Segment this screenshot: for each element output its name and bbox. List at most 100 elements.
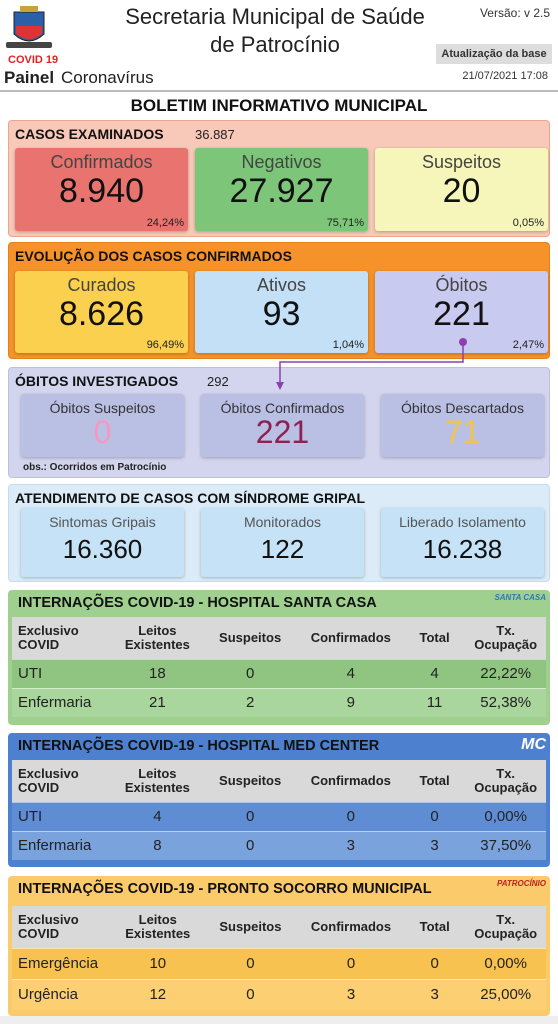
column-header: Suspeitos [219, 629, 282, 645]
table-cell: 3 [346, 837, 355, 855]
card-label: Óbitos Descartados [401, 400, 524, 416]
card: Liberado Isolamento 16.238 [381, 508, 544, 577]
column-header: Confirmados [310, 772, 391, 788]
table-cell: 3 [430, 837, 439, 855]
card-label: Monitorados [243, 514, 322, 530]
column-header: Suspeitos [219, 918, 282, 934]
table-row: Urgência 12 0 3 3 25,00% [12, 979, 546, 1010]
logo [6, 6, 52, 48]
table-cell: 0 [246, 986, 255, 1004]
hospital-section: INTERNAÇÕES COVID-19 - PRONTO SOCORRO MU… [8, 876, 550, 1016]
table-cell: 21 [149, 694, 166, 712]
card-value: 20 [442, 172, 481, 210]
update-time: 21/07/2021 17:08 [462, 70, 548, 82]
card-label: Confirmados [50, 152, 153, 172]
card-label: Sintomas Gripais [49, 514, 156, 530]
card-value: 93 [262, 295, 301, 333]
section-total: 36.887 [195, 127, 235, 142]
table-cell: UTI [18, 808, 43, 825]
table-cell: 9 [346, 694, 355, 712]
title-line1: Secretaria Municipal de Saúde [125, 4, 425, 29]
column-header: Total [419, 918, 450, 934]
column-header: Leitos Existentes [125, 911, 191, 941]
table-cell: 11 [426, 694, 443, 712]
column-header: Total [419, 629, 450, 645]
card-value: 122 [260, 534, 305, 564]
card-pct: 75,71% [326, 217, 364, 229]
table-cell: UTI [18, 665, 43, 682]
bulletin-title: BOLETIM INFORMATIVO MUNICIPAL [130, 96, 428, 115]
card-value: 8.940 [58, 172, 145, 210]
table-cell: 22,22% [480, 665, 532, 682]
column-header: Tx. Ocupação [474, 911, 538, 941]
card-label: Óbitos Confirmados [220, 400, 345, 416]
card: Sintomas Gripais 16.360 [21, 508, 184, 577]
card-pct: 24,24% [146, 217, 184, 229]
section-note: obs.: Ocorridos em Patrocínio [23, 462, 167, 473]
card-value: 16.360 [62, 534, 143, 564]
table-wrap: Exclusivo COVID Leitos Existentes Suspeito… [12, 906, 546, 1010]
column-header: Confirmados [310, 918, 392, 934]
table-header-row: Exclusivo COVID Leitos Existentes Suspeito… [12, 617, 546, 659]
divider [0, 90, 558, 92]
hospital-title: INTERNAÇÕES COVID-19 - HOSPITAL MED CENT… [18, 738, 380, 754]
column-header: Tx. Ocupação [474, 765, 538, 795]
version: Versão: v 2.5 [479, 6, 550, 20]
table-row: UTI 4 0 0 0 0,00% [12, 802, 546, 831]
card: Óbitos Descartados 71 [381, 394, 544, 457]
card: Monitorados 122 [201, 508, 364, 577]
table-cell: Emergência [18, 955, 99, 972]
table-cell: 18 [149, 665, 166, 682]
hospital-table: Exclusivo COVID Leitos Existentes Suspeito… [12, 617, 546, 717]
card-value: 71 [444, 414, 481, 450]
table-cell: 8 [153, 837, 162, 855]
card: Confirmados 8.940 24,24% [15, 148, 188, 231]
table-cell: 4 [153, 808, 162, 825]
covid-label: COVID 19 [8, 54, 59, 66]
card: Negativos 27.927 75,71% [195, 148, 368, 231]
card-value: 16.238 [422, 534, 503, 564]
card-value: 221 [433, 295, 490, 333]
section-total: 292 [207, 374, 229, 389]
hospital-table: Exclusivo COVID Leitos Existentes Suspeito… [12, 906, 546, 1010]
hospital-section: INTERNAÇÕES COVID-19 - HOSPITAL MED CENT… [8, 733, 550, 867]
table-cell: 0 [430, 808, 439, 825]
table-cell: 52,38% [480, 694, 532, 712]
section: ATENDIMENTO DE CASOS COM SÍNDROME GRIPAL… [8, 484, 550, 582]
section-title: ATENDIMENTO DE CASOS COM SÍNDROME GRIPAL [15, 490, 366, 506]
title-line2: de Patrocínio [210, 32, 340, 57]
update-label: Atualização da base [436, 44, 552, 64]
card-pct: 2,47% [512, 339, 544, 351]
table-cell: 25,00% [480, 986, 532, 1004]
table-cell: 0 [346, 955, 356, 972]
section: CASOS EXAMINADOS 36.887 Confirmados 8.940 24… [8, 120, 550, 237]
table-cell: 0,00% [484, 808, 527, 825]
hospital-title: INTERNAÇÕES COVID-19 - PRONTO SOCORRO MU… [18, 881, 432, 897]
hospital-logo: SANTA CASA [494, 593, 546, 602]
column-header: Exclusivo COVID [18, 622, 79, 652]
table-cell: 10 [149, 955, 167, 972]
card-pct: 1,04% [332, 339, 364, 351]
table-cell: Enfermaria [18, 694, 92, 712]
table-wrap: Exclusivo COVID Leitos Existentes Suspeito… [12, 760, 546, 860]
table-wrap: Exclusivo COVID Leitos Existentes Suspeito… [12, 617, 546, 717]
card-label: Óbitos Suspeitos [49, 400, 156, 416]
card-label: Ativos [256, 275, 307, 295]
card-label: Negativos [241, 152, 322, 172]
table-header-row: Exclusivo COVID Leitos Existentes Suspeito… [12, 760, 546, 802]
card-value: 0 [93, 414, 112, 450]
card-label: Curados [67, 275, 136, 295]
table-row: Emergência 10 0 0 0 0,00% [12, 948, 546, 979]
column-header: Suspeitos [219, 772, 282, 788]
hospital-table: Exclusivo COVID Leitos Existentes Suspeito… [12, 760, 546, 860]
table-cell: 0 [346, 808, 355, 825]
card: Óbitos 221 2,47% [375, 271, 548, 353]
table-cell: 0,00% [484, 955, 527, 972]
column-header: Tx. Ocupação [474, 622, 538, 652]
table-cell: 3 [430, 986, 439, 1004]
section-title: ÓBITOS INVESTIGADOS [15, 373, 179, 389]
table-cell: Urgência [18, 986, 79, 1004]
table-cell: 3 [346, 986, 356, 1004]
painel: Painel [4, 68, 55, 87]
